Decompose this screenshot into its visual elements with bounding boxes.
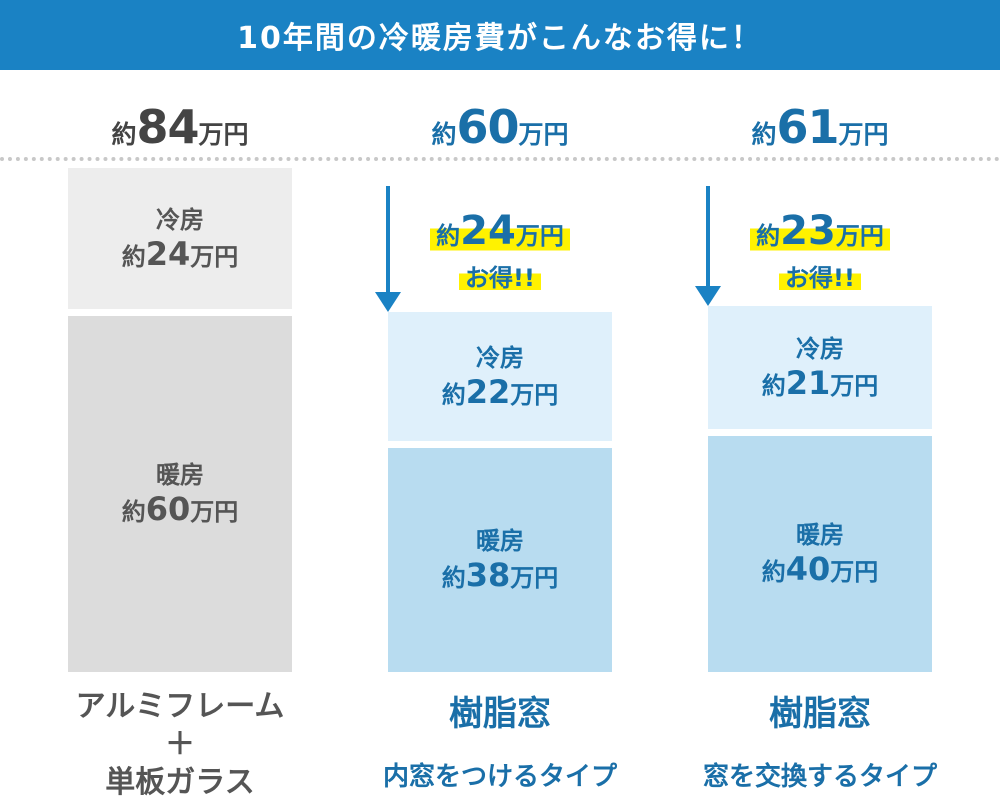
value-suffix: 万円 — [830, 558, 879, 587]
total-label: 約84万円 — [60, 100, 300, 154]
dotted-divider — [0, 157, 1000, 161]
value-prefix: 約 — [121, 242, 146, 271]
cooling-value: 約22万円 — [442, 375, 559, 412]
value-prefix: 約 — [436, 222, 461, 250]
total-suffix: 万円 — [198, 120, 249, 149]
heating-value: 約40万円 — [762, 552, 879, 589]
cooling-value: 約21万円 — [762, 366, 879, 403]
saving-value: 23 — [780, 208, 836, 254]
value-suffix: 万円 — [835, 222, 884, 250]
saving-value: 24 — [460, 208, 516, 254]
category-label: アルミフレーム＋単板ガラス — [30, 688, 330, 802]
category-subname: 内窓をつけるタイプ — [382, 762, 617, 792]
value-suffix: 万円 — [510, 564, 559, 593]
cooling-label: 冷房 — [796, 334, 844, 363]
total-suffix: 万円 — [518, 120, 569, 149]
value-number: 22 — [465, 372, 511, 411]
category-name-line: ＋ — [165, 727, 195, 762]
total-suffix: 万円 — [838, 120, 889, 149]
heating-label: 暖房 — [796, 521, 844, 550]
value-number: 60 — [145, 490, 191, 529]
category-name: 樹脂窓 — [769, 694, 871, 734]
category-name-line: 単板ガラス — [105, 765, 255, 800]
value-number: 21 — [785, 363, 831, 402]
value-prefix: 約 — [441, 380, 466, 409]
value-suffix: 万円 — [190, 498, 239, 527]
saving-annotation: 約24万円お得!! — [380, 208, 620, 293]
down-arrow-icon — [695, 186, 721, 306]
value-prefix: 約 — [761, 558, 786, 587]
total-value: 61 — [776, 100, 839, 154]
heating-label: 暖房 — [156, 461, 204, 490]
value-suffix: 万円 — [510, 380, 559, 409]
cooling-bar: 冷房 約21万円 — [708, 306, 932, 429]
value-prefix: 約 — [441, 564, 466, 593]
total-value: 60 — [456, 100, 519, 154]
page-title: 10年間の冷暖房費がこんなお得に！ — [0, 0, 1000, 70]
heating-value: 約38万円 — [442, 558, 559, 595]
total-prefix: 約 — [751, 120, 777, 149]
cooling-bar: 冷房 約24万円 — [68, 168, 292, 309]
cooling-bar: 冷房 約22万円 — [388, 312, 612, 441]
category-label: 樹脂窓窓を交換するタイプ — [670, 690, 970, 793]
heating-bar: 暖房 約40万円 — [708, 435, 932, 672]
cooling-label: 冷房 — [156, 205, 204, 234]
otoku-label: お得!! — [459, 258, 541, 293]
heating-value: 約60万円 — [122, 492, 239, 529]
saving-amount: 約24万円 — [430, 208, 570, 254]
total-prefix: 約 — [111, 120, 137, 149]
saving-amount: 約23万円 — [750, 208, 890, 254]
value-suffix: 万円 — [515, 222, 564, 250]
total-value: 84 — [136, 100, 199, 154]
value-suffix: 万円 — [830, 371, 879, 400]
total-label: 約60万円 — [380, 100, 620, 154]
category-label: 樹脂窓内窓をつけるタイプ — [350, 690, 650, 793]
otoku-label: お得!! — [779, 258, 861, 293]
total-prefix: 約 — [431, 120, 457, 149]
heating-bar: 暖房 約60万円 — [68, 315, 292, 672]
total-label: 約61万円 — [700, 100, 940, 154]
category-name-line: アルミフレーム — [75, 689, 285, 724]
value-number: 40 — [785, 550, 831, 589]
cooling-label: 冷房 — [476, 343, 524, 372]
heating-label: 暖房 — [476, 527, 524, 556]
category-name: 樹脂窓 — [449, 694, 551, 734]
cooling-value: 約24万円 — [122, 237, 239, 274]
value-suffix: 万円 — [190, 242, 239, 271]
category-subname: 窓を交換するタイプ — [702, 762, 937, 792]
heating-bar: 暖房 約38万円 — [388, 447, 612, 672]
saving-annotation: 約23万円お得!! — [700, 208, 940, 293]
down-arrow-icon — [375, 186, 401, 312]
value-prefix: 約 — [761, 371, 786, 400]
value-number: 24 — [145, 234, 191, 273]
value-prefix: 約 — [756, 222, 781, 250]
value-prefix: 約 — [121, 498, 146, 527]
value-number: 38 — [465, 556, 511, 595]
